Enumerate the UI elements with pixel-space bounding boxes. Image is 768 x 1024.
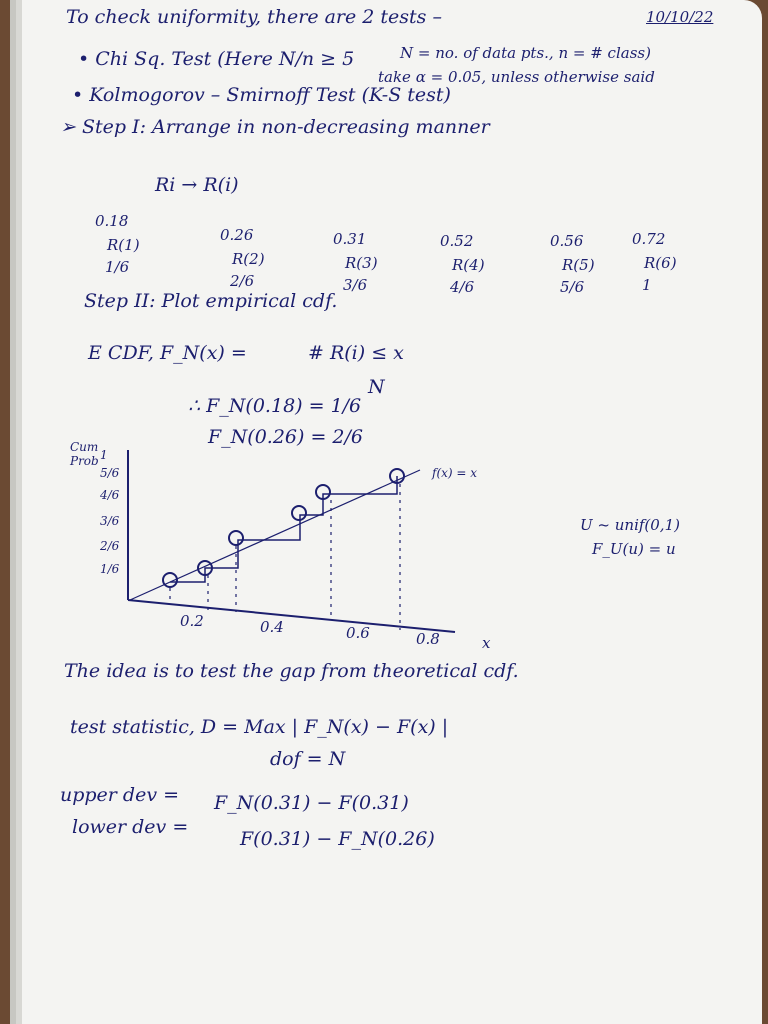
y-tick-label: 3/6: [100, 514, 120, 528]
statistic: test statistic, D = Max | F_N(x) − F(x) …: [70, 716, 449, 738]
x-tick-label: 0.4: [260, 618, 284, 636]
ecdf: E CDF, F_N(x) =: [88, 342, 247, 364]
rank: R(5): [562, 256, 595, 274]
fraction: 3/6: [343, 276, 368, 294]
fraction: 1: [642, 276, 652, 294]
denominator: N: [368, 376, 385, 398]
y-tick-label: 1/6: [100, 562, 120, 576]
fraction: 4/6: [450, 278, 475, 296]
dof: dof = N: [270, 748, 346, 770]
rank: R(4): [452, 256, 485, 274]
mapping: Ri → R(i): [155, 174, 239, 196]
upper-expr: F_N(0.31) − F(0.31): [214, 792, 409, 814]
y-tick-label: 2/6: [100, 539, 120, 553]
sorted-value: 0.31: [333, 230, 367, 248]
x-tick-label: 0.6: [346, 624, 370, 642]
x-tick-label: 0.2: [180, 612, 204, 630]
sorted-value: 0.18: [95, 212, 129, 230]
lower-dev: lower dev =: [72, 816, 189, 838]
rank: R(1): [107, 236, 140, 254]
line-label: f(x) = x: [432, 466, 478, 480]
lower-expr: F(0.31) − F_N(0.26): [240, 828, 435, 850]
chi-alpha: take α = 0.05, unless otherwise said: [378, 68, 655, 86]
rank: R(6): [644, 254, 677, 272]
sorted-value: 0.26: [220, 226, 254, 244]
annotation: U ~ unif(0,1): [580, 516, 680, 534]
fraction: 1/6: [105, 258, 130, 276]
annotation: F_U(u) = u: [592, 540, 676, 558]
ks-test: • Kolmogorov – Smirnoff Test (K-S test): [72, 84, 451, 106]
y-tick-label: 4/6: [100, 488, 120, 502]
y-tick-label: 1: [100, 448, 108, 462]
step-title: ➢ Step I: Arrange in non-decreasing mann…: [60, 116, 490, 138]
chi-note: N = no. of data pts., n = # class): [400, 44, 651, 62]
x-label: x: [482, 634, 491, 652]
title: To check uniformity, there are 2 tests –: [66, 6, 442, 28]
sorted-value: 0.72: [632, 230, 666, 248]
sorted-value: 0.52: [440, 232, 474, 250]
paper: [22, 0, 762, 1024]
x-tick-label: 0.8: [416, 630, 440, 648]
step-title: Step II: Plot empirical cdf.: [84, 290, 338, 312]
example: ∴ F_N(0.18) = 1/6: [188, 395, 362, 417]
rank: R(3): [345, 254, 378, 272]
example: F_N(0.26) = 2/6: [208, 426, 364, 448]
idea: The idea is to test the gap from theoret…: [64, 660, 519, 682]
y-label: Cum Prob: [70, 440, 99, 468]
date: 10/10/22: [646, 8, 714, 26]
chi-test: • Chi Sq. Test (Here N/n ≥ 5: [78, 48, 355, 70]
fraction: 5/6: [560, 278, 585, 296]
y-tick-label: 5/6: [100, 466, 120, 480]
rank: R(2): [232, 250, 265, 268]
upper-dev: upper dev =: [60, 784, 180, 806]
numerator: # R(i) ≤ x: [308, 342, 404, 364]
fraction: 2/6: [230, 272, 255, 290]
sorted-value: 0.56: [550, 232, 584, 250]
